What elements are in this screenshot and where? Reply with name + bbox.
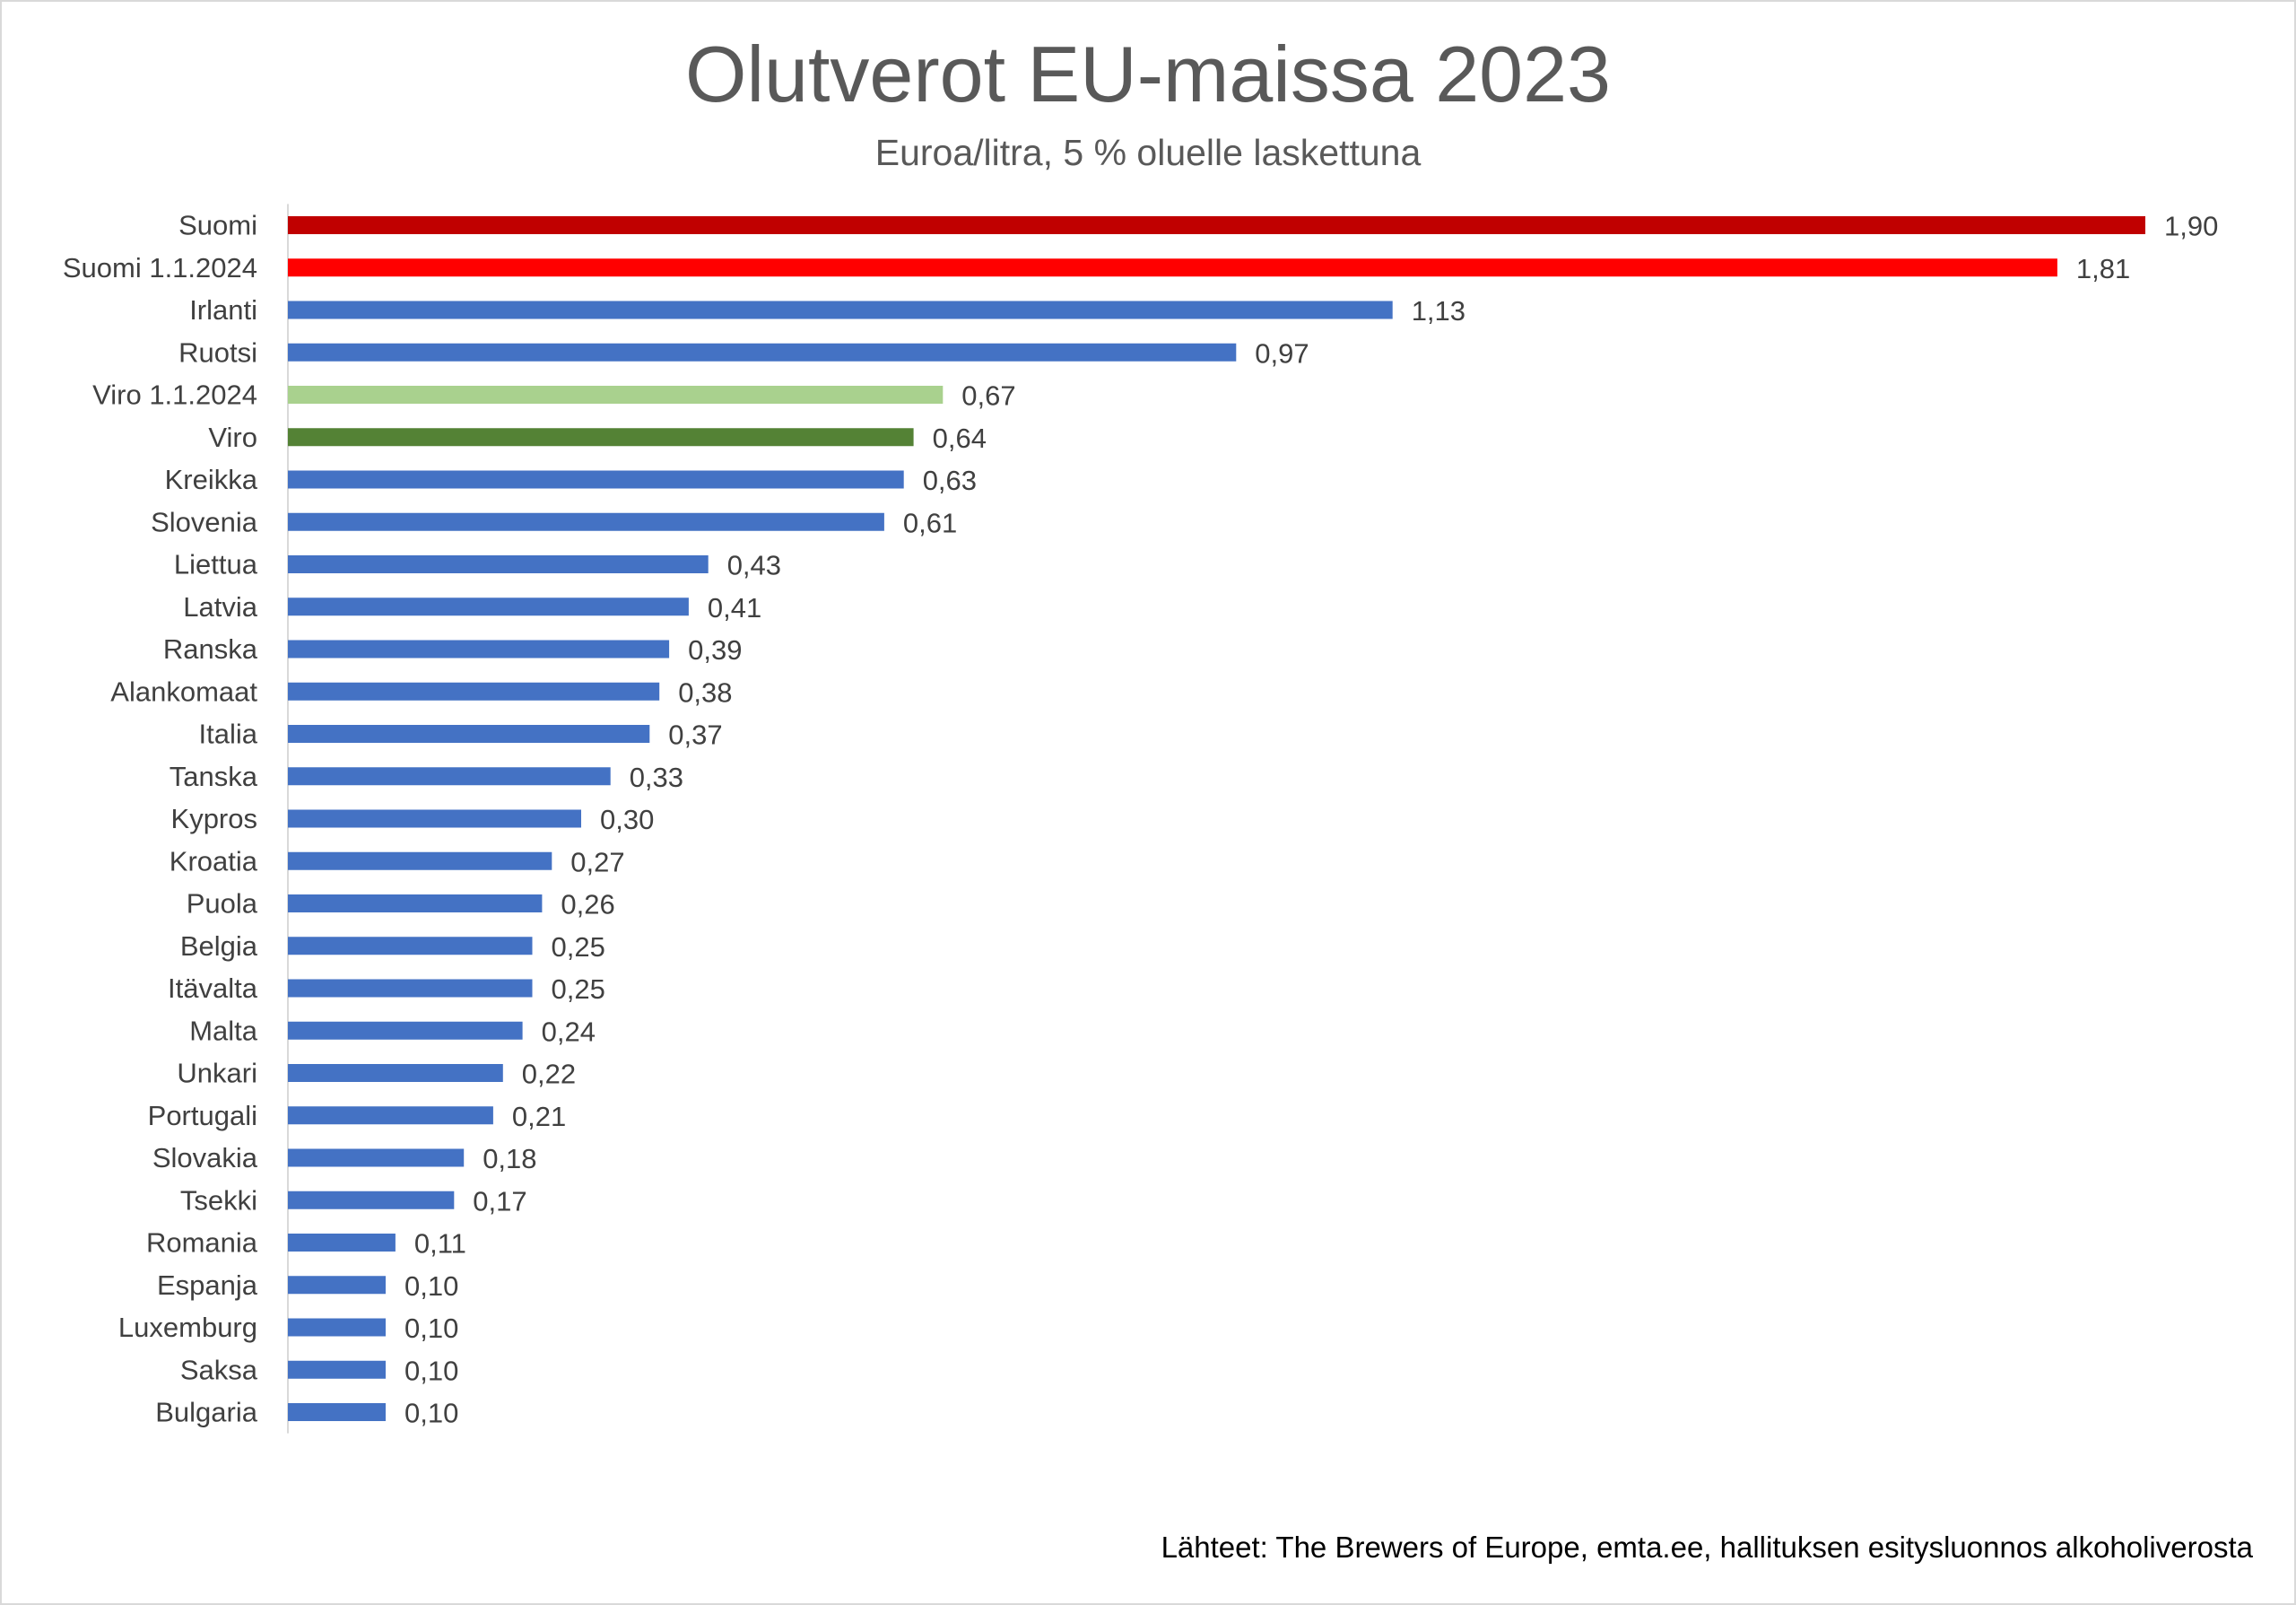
- category-label: Viro 1.1.2024: [92, 379, 257, 411]
- bar: [288, 1403, 386, 1421]
- value-label: 0,41: [708, 592, 761, 624]
- value-label: 0,43: [727, 550, 781, 581]
- bar: [288, 258, 2057, 277]
- value-label: 0,39: [688, 634, 742, 666]
- chart-title: Olutverot EU-maissa 2023: [685, 30, 1611, 118]
- bar: [288, 682, 660, 701]
- source-note: Lähteet: The Brewers of Europe, emta.ee,…: [1161, 1531, 2253, 1564]
- category-label: Romania: [146, 1227, 258, 1259]
- bar: [288, 1234, 396, 1252]
- value-label: 0,27: [570, 846, 624, 877]
- category-label: Belgia: [180, 930, 258, 962]
- category-label: Suomi: [178, 210, 257, 241]
- value-label: 0,18: [483, 1143, 536, 1174]
- category-label: Kreikka: [165, 464, 258, 495]
- bar: [288, 1064, 503, 1082]
- value-label: 0,33: [630, 762, 683, 793]
- bar: [288, 1191, 455, 1209]
- category-label: Liettua: [174, 549, 258, 580]
- category-label: Slovenia: [151, 506, 258, 537]
- bar: [288, 343, 1237, 362]
- category-label: Tsekki: [180, 1184, 257, 1216]
- value-label: 0,17: [473, 1185, 526, 1217]
- bar: [288, 555, 709, 573]
- bar: [288, 894, 543, 912]
- category-label: Espanja: [157, 1269, 258, 1301]
- bar: [288, 640, 670, 659]
- value-label: 0,22: [522, 1059, 576, 1090]
- value-label: 0,67: [961, 380, 1015, 412]
- category-label: Saksa: [180, 1354, 258, 1385]
- bar: [288, 216, 2145, 234]
- value-label: 0,24: [542, 1016, 596, 1047]
- value-label: 0,10: [404, 1270, 458, 1302]
- category-label: Itävalta: [168, 973, 258, 1004]
- category-label: Malta: [189, 1015, 258, 1046]
- value-label: 0,25: [552, 973, 605, 1005]
- chart-subtitle: Euroa/litra, 5 % oluelle laskettuna: [874, 132, 1422, 173]
- value-label: 1,13: [1412, 295, 1465, 327]
- category-label: Viro: [208, 422, 257, 453]
- category-label: Suomi 1.1.2024: [63, 252, 257, 283]
- category-label: Portugali: [148, 1100, 257, 1131]
- bar: [288, 937, 533, 955]
- bar: [288, 1021, 523, 1040]
- bar: [288, 979, 533, 998]
- bar: [288, 386, 944, 404]
- category-label: Kroatia: [170, 845, 258, 877]
- bar: [288, 1318, 386, 1337]
- category-label: Kypros: [171, 803, 257, 834]
- category-label: Ranska: [163, 633, 258, 665]
- bar: [288, 598, 689, 616]
- bar: [288, 1360, 386, 1379]
- category-label: Bulgaria: [155, 1397, 257, 1428]
- bar: [288, 1148, 465, 1167]
- value-label: 0,25: [552, 931, 605, 963]
- category-label: Ruotsi: [178, 336, 257, 368]
- bar: [288, 512, 884, 531]
- value-label: 1,81: [2076, 253, 2130, 284]
- bar: [288, 428, 914, 447]
- value-label: 0,10: [404, 1398, 458, 1429]
- value-label: 0,37: [668, 720, 722, 751]
- category-label: Slovakia: [152, 1142, 258, 1173]
- bar: [288, 1106, 493, 1125]
- bar: [288, 809, 581, 828]
- value-label: 0,10: [404, 1313, 458, 1344]
- category-label: Latvia: [183, 591, 257, 623]
- category-label: Italia: [199, 719, 258, 750]
- value-label: 1,90: [2164, 211, 2218, 242]
- category-label: Puola: [187, 888, 258, 920]
- category-label: Luxemburg: [118, 1312, 257, 1343]
- bar: [288, 301, 1393, 319]
- bar: [288, 1276, 386, 1295]
- plot-area: Suomi 1,90 Suomi 1.1.2024 1,81 Irlanti 1,13 Ru…: [63, 204, 2218, 1434]
- value-label: 0,64: [933, 423, 987, 454]
- value-label: 0,63: [923, 465, 977, 496]
- bar: [288, 851, 552, 870]
- category-label: Irlanti: [189, 294, 257, 326]
- value-label: 0,21: [512, 1101, 566, 1132]
- value-label: 0,10: [404, 1355, 458, 1386]
- bar: [288, 470, 904, 489]
- value-label: 0,30: [600, 804, 654, 835]
- value-label: 0,61: [903, 507, 957, 538]
- category-label: Tanska: [170, 761, 258, 792]
- category-label: Alankomaat: [110, 676, 257, 707]
- bar: [288, 725, 650, 743]
- value-label: 0,38: [678, 676, 732, 708]
- value-label: 0,11: [414, 1228, 466, 1260]
- value-label: 0,26: [561, 889, 614, 920]
- bar: [288, 767, 611, 786]
- value-label: 0,97: [1255, 337, 1309, 369]
- category-label: Unkari: [177, 1058, 257, 1089]
